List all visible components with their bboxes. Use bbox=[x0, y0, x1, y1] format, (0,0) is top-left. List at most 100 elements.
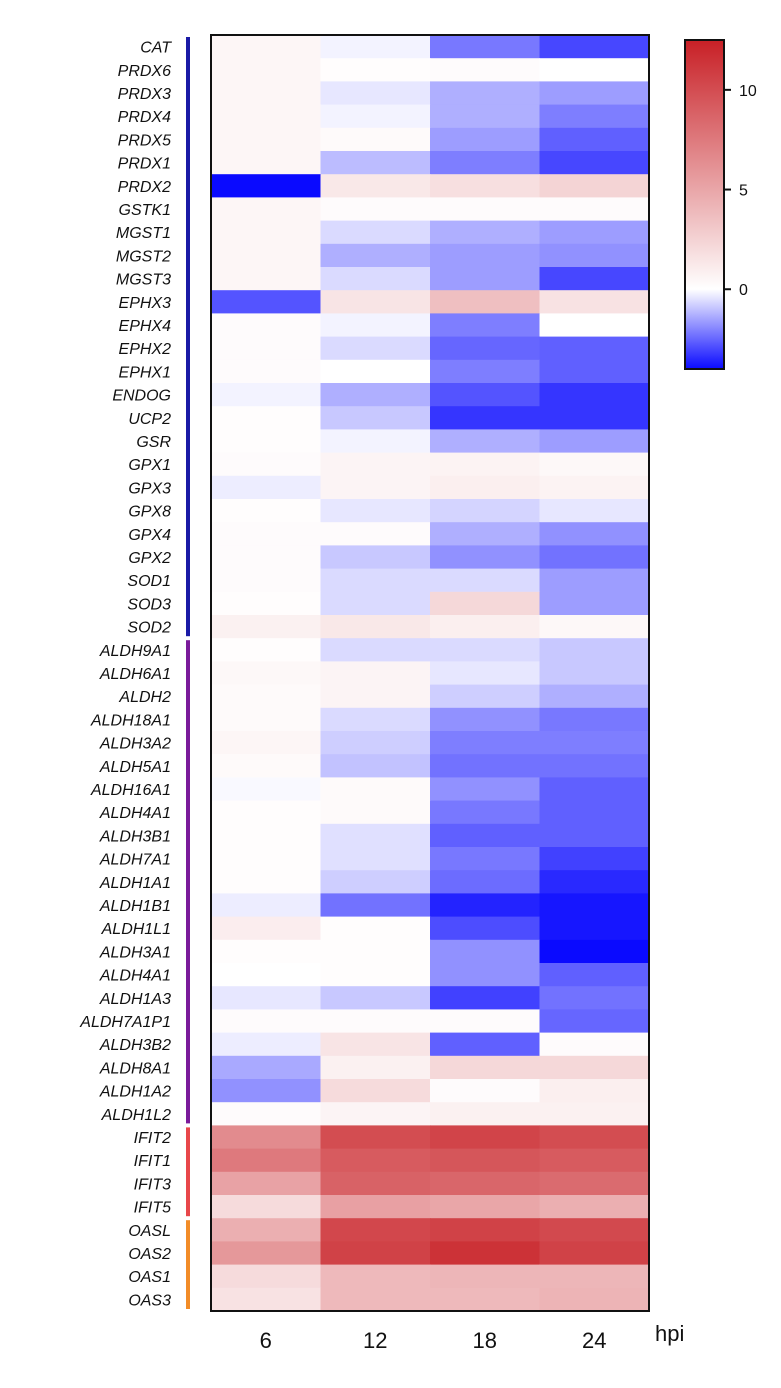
heatmap-cell bbox=[539, 638, 650, 662]
heatmap-cell bbox=[211, 35, 322, 59]
heatmap-cell bbox=[539, 1032, 650, 1057]
gene-label: PRDX2 bbox=[118, 179, 171, 196]
heatmap-cell bbox=[539, 615, 650, 639]
heatmap-cell bbox=[211, 893, 322, 918]
heatmap-cell bbox=[211, 127, 322, 152]
gene-label: ALDH4A1 bbox=[99, 968, 171, 985]
heatmap-cell bbox=[430, 1287, 541, 1312]
heatmap-cell bbox=[430, 615, 541, 639]
heatmap-cell bbox=[320, 823, 431, 848]
gene-label: ALDH1A3 bbox=[99, 991, 171, 1008]
gene-label: EPHX1 bbox=[119, 364, 171, 381]
heatmap-cell bbox=[539, 591, 650, 616]
gene-label: OASL bbox=[128, 1223, 171, 1240]
heatmap-cell bbox=[211, 174, 322, 198]
heatmap-cell bbox=[430, 267, 541, 291]
heatmap-cell bbox=[320, 1171, 431, 1196]
heatmap-cell bbox=[320, 847, 431, 871]
heatmap-cell bbox=[539, 81, 650, 106]
gene-label: EPHX3 bbox=[119, 295, 172, 312]
heatmap-cell bbox=[430, 939, 541, 964]
heatmap-cell bbox=[539, 568, 650, 593]
heatmap-cell bbox=[430, 313, 541, 338]
heatmap-cell bbox=[211, 731, 322, 755]
gene-label: PRDX4 bbox=[118, 109, 171, 126]
heatmap-cell bbox=[430, 151, 541, 175]
heatmap-cell bbox=[211, 475, 322, 500]
heatmap-cell bbox=[430, 197, 541, 222]
heatmap-cell bbox=[430, 591, 541, 616]
heatmap-cell bbox=[320, 1218, 431, 1242]
heatmap-cell bbox=[320, 243, 431, 268]
heatmap-cell bbox=[211, 313, 322, 338]
heatmap-cell bbox=[211, 429, 322, 454]
heatmap-cell bbox=[539, 916, 650, 941]
gene-label: PRDX3 bbox=[118, 86, 171, 103]
heatmap-cell bbox=[320, 499, 431, 523]
heatmap-cell bbox=[430, 638, 541, 662]
heatmap-cell bbox=[211, 452, 322, 477]
colorbar bbox=[684, 39, 725, 370]
gene-label: IFIT1 bbox=[134, 1153, 171, 1170]
x-axis-ticks: 6 12 18 24 bbox=[260, 1328, 607, 1353]
gene-labels: CAT PRDX6 PRDX3 PRDX4 PRDX5 PRDX1 PRDX2 GSTK1 MG… bbox=[79, 40, 172, 1310]
heatmap-cell bbox=[430, 777, 541, 802]
heatmap-cell bbox=[211, 383, 322, 407]
gene-label: GPX3 bbox=[128, 480, 171, 497]
heatmap-cell bbox=[211, 151, 322, 175]
heatmap-cell bbox=[430, 893, 541, 918]
gene-label: SOD3 bbox=[127, 596, 171, 613]
heatmap-cell bbox=[430, 870, 541, 894]
heatmap-cell bbox=[211, 591, 322, 616]
gene-label: ALDH4A1 bbox=[99, 805, 171, 822]
heatmap-cell bbox=[211, 81, 322, 106]
heatmap-cell bbox=[430, 754, 541, 778]
heatmap-cell bbox=[211, 568, 322, 593]
heatmap-cell bbox=[430, 568, 541, 593]
heatmap-cell bbox=[211, 916, 322, 941]
heatmap-cell bbox=[211, 58, 322, 82]
heatmap-cell bbox=[539, 823, 650, 848]
gene-label: GSR bbox=[136, 434, 171, 451]
heatmap-cell bbox=[539, 452, 650, 477]
heatmap-cell bbox=[430, 290, 541, 314]
heatmap-cell bbox=[211, 1009, 322, 1034]
heatmap-cell bbox=[320, 174, 431, 198]
heatmap-cell bbox=[320, 522, 431, 546]
colorbar-tick-label: 0 bbox=[739, 282, 748, 299]
heatmap-cell bbox=[320, 591, 431, 616]
heatmap-cell bbox=[320, 731, 431, 755]
heatmap-cell bbox=[430, 684, 541, 709]
gene-label: ALDH2 bbox=[118, 689, 171, 706]
heatmap-cell bbox=[320, 1148, 431, 1173]
gene-label: IFIT2 bbox=[134, 1130, 171, 1147]
heatmap-cell bbox=[539, 893, 650, 918]
heatmap-cell bbox=[430, 707, 541, 732]
heatmap-cell bbox=[211, 1055, 322, 1080]
gene-label: MGST2 bbox=[116, 248, 171, 265]
gene-label: ALDH3A1 bbox=[99, 944, 171, 961]
heatmap-cell bbox=[320, 1125, 431, 1150]
heatmap-cell bbox=[539, 1287, 650, 1312]
gene-group-bar bbox=[186, 1127, 190, 1217]
heatmap-cell bbox=[430, 1195, 541, 1219]
heatmap-cell bbox=[320, 58, 431, 82]
gene-group-bar bbox=[186, 1220, 190, 1309]
heatmap-cell bbox=[539, 151, 650, 175]
heatmap-cell bbox=[539, 499, 650, 523]
heatmap-cell bbox=[430, 1264, 541, 1289]
heatmap-cell bbox=[320, 336, 431, 361]
heatmap-cell bbox=[430, 800, 541, 825]
heatmap-cell bbox=[211, 615, 322, 639]
heatmap-cell bbox=[320, 800, 431, 825]
heatmap-cell bbox=[320, 939, 431, 964]
heatmap-cell bbox=[211, 499, 322, 523]
gene-label: ALDH1B1 bbox=[99, 898, 171, 915]
heatmap-cell bbox=[539, 35, 650, 59]
heatmap-cell bbox=[320, 870, 431, 894]
heatmap-cell bbox=[539, 336, 650, 361]
heatmap-cell bbox=[320, 893, 431, 918]
heatmap-cell bbox=[539, 429, 650, 454]
heatmap-cell bbox=[539, 359, 650, 384]
heatmap-cell bbox=[430, 1009, 541, 1034]
